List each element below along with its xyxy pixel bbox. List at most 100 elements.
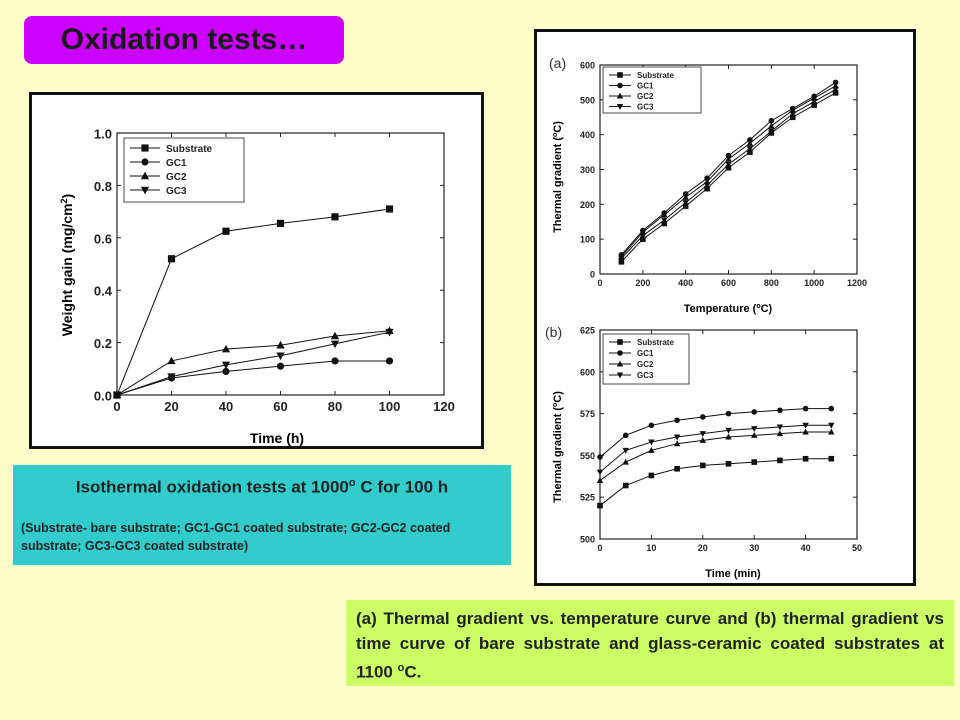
time-point-substrate — [751, 459, 757, 465]
weight-series-line-gc1 — [116, 360, 390, 396]
time-x-tick-label: 40 — [801, 543, 811, 553]
time-point-gc1 — [597, 454, 603, 460]
weight-point-gc1 — [331, 357, 339, 365]
weight-legend-label-gc1: GC1 — [166, 158, 187, 169]
temp-point-gc1 — [768, 117, 775, 124]
slide-title-box: Oxidation tests… — [24, 16, 344, 64]
temp-point-gc3 — [810, 99, 818, 105]
time-legend-label-substrate: Substrate — [637, 338, 674, 347]
time-point-substrate — [777, 457, 783, 464]
time-x-axis-label: Time (min) — [705, 568, 761, 580]
thermal-gradient-caption: (a) Thermal gradient vs. temperature cur… — [346, 600, 954, 686]
temp-y-tick-label: 400 — [580, 130, 595, 140]
time-point-gc3 — [776, 424, 784, 431]
temp-point-substrate — [661, 220, 668, 227]
temp-point-substrate — [811, 102, 817, 108]
temp-x-tick-label: 600 — [721, 278, 736, 288]
temp-x-axis-label: Temperature (oC) — [684, 303, 773, 315]
time-point-gc3 — [802, 422, 809, 429]
weight-series-line-gc3 — [116, 331, 390, 396]
temp-point-substrate — [725, 164, 732, 171]
thermal-gradient-chart-frame: 0 200 400 600 800 1000 1200 0 100 200 300 400 500 600… — [534, 29, 916, 586]
time-point-gc2 — [648, 447, 655, 453]
time-x-tick-label: 30 — [749, 543, 759, 553]
time-point-gc2 — [699, 436, 707, 443]
thermal-gradient-charts: 0 200 400 600 800 1000 12000100200300400500600… — [545, 55, 867, 580]
time-point-substrate — [828, 455, 835, 462]
temp-legend-marker-substrate — [617, 72, 623, 78]
temp-legend-label-gc3: GC3 — [637, 103, 654, 112]
time-point-gc3 — [596, 469, 604, 476]
temp-point-gc2 — [768, 122, 775, 129]
temp-point-substrate — [704, 185, 710, 192]
temp-y-tick-label: 600 — [580, 61, 595, 71]
weight-point-gc3 — [385, 328, 394, 337]
time-point-gc1 — [828, 405, 835, 412]
oxidation-caption-title: Isothermal oxidation tests at 1000o C fo… — [75, 477, 449, 497]
panel-b-label: (b) — [545, 324, 562, 340]
weight-y-tick-label: 1.0 — [94, 127, 112, 142]
weight-legend-marker-substrate — [141, 144, 149, 152]
temp-point-substrate — [640, 236, 646, 242]
weight-legend-marker-gc1 — [141, 158, 149, 166]
temp-point-gc3 — [661, 217, 668, 224]
weight-gain-chart-frame: 0 20 40 60 80 100 120 0.0 0.2 0.4 0.6 0.8 1.0 Substra… — [29, 92, 484, 449]
temp-point-gc2 — [661, 211, 668, 218]
time-legend-label-gc3: GC3 — [637, 371, 654, 380]
weight-point-gc2 — [330, 331, 340, 340]
time-point-gc1 — [751, 409, 757, 415]
temp-y-tick-label: 100 — [580, 235, 595, 245]
temp-point-substrate — [747, 149, 753, 155]
oxidation-caption: Isothermal oxidation tests at 1000o C fo… — [13, 465, 511, 565]
weight-legend-marker-gc2 — [140, 171, 150, 180]
temp-point-gc3 — [746, 146, 754, 152]
weight-legend-label-substrate: Substrate — [166, 144, 213, 155]
weight-y-tick-label: 0.4 — [94, 284, 113, 299]
temp-point-gc1 — [682, 191, 689, 197]
temp-x-tick-label: 1200 — [847, 278, 867, 288]
weight-point-gc3 — [330, 340, 340, 349]
weight-y-tick-label: 0.6 — [94, 231, 112, 246]
time-y-tick-label: 575 — [580, 409, 595, 419]
weight-point-gc1 — [385, 357, 394, 365]
weight-point-gc3 — [112, 391, 122, 400]
time-point-gc3 — [673, 434, 681, 441]
time-series-line-gc2 — [599, 431, 832, 481]
temp-point-substrate — [618, 259, 625, 265]
temp-point-gc3 — [639, 233, 647, 240]
temp-point-gc2 — [746, 140, 754, 146]
temp-legend-label-substrate: Substrate — [637, 71, 674, 80]
weight-point-gc1 — [276, 362, 285, 370]
time-point-gc2 — [673, 440, 681, 447]
time-point-substrate — [700, 462, 706, 469]
weight-y-tick-label: 0.0 — [94, 389, 112, 404]
temp-point-gc3 — [768, 128, 775, 135]
weight-x-tick-label: 100 — [379, 399, 401, 414]
weight-legend-label-gc2: GC2 — [166, 172, 187, 183]
temp-point-gc3 — [725, 161, 732, 168]
temp-x-tick-label: 200 — [635, 278, 650, 288]
temp-point-substrate — [832, 90, 839, 96]
temp-point-gc1 — [832, 79, 839, 86]
weight-gain-chart: 0 20 40 60 80 100 120 0.0 0.2 0.4 0.6 0.8 1.0 Substra… — [59, 127, 455, 447]
time-point-gc1 — [700, 414, 706, 420]
time-point-substrate — [802, 455, 809, 462]
temp-point-gc2 — [725, 155, 732, 162]
temp-point-gc3 — [618, 255, 625, 262]
time-point-gc2 — [725, 433, 732, 440]
temp-x-tick-label: 0 — [597, 278, 602, 288]
temp-point-gc3 — [789, 111, 796, 118]
weight-point-substrate — [331, 213, 339, 221]
time-legend-marker-gc3 — [616, 372, 624, 379]
time-point-substrate — [622, 482, 629, 489]
time-legend-marker-gc2 — [616, 360, 624, 367]
time-x-tick-label: 10 — [646, 543, 656, 553]
temp-point-gc3 — [682, 200, 689, 206]
weight-y-tick-label: 0.8 — [94, 179, 112, 194]
time-point-gc1 — [725, 410, 732, 417]
time-point-substrate — [597, 502, 603, 509]
time-point-gc2 — [776, 430, 784, 437]
temp-point-substrate — [682, 203, 689, 209]
time-plot-area — [599, 329, 858, 540]
time-legend-label-gc1: GC1 — [637, 349, 654, 358]
